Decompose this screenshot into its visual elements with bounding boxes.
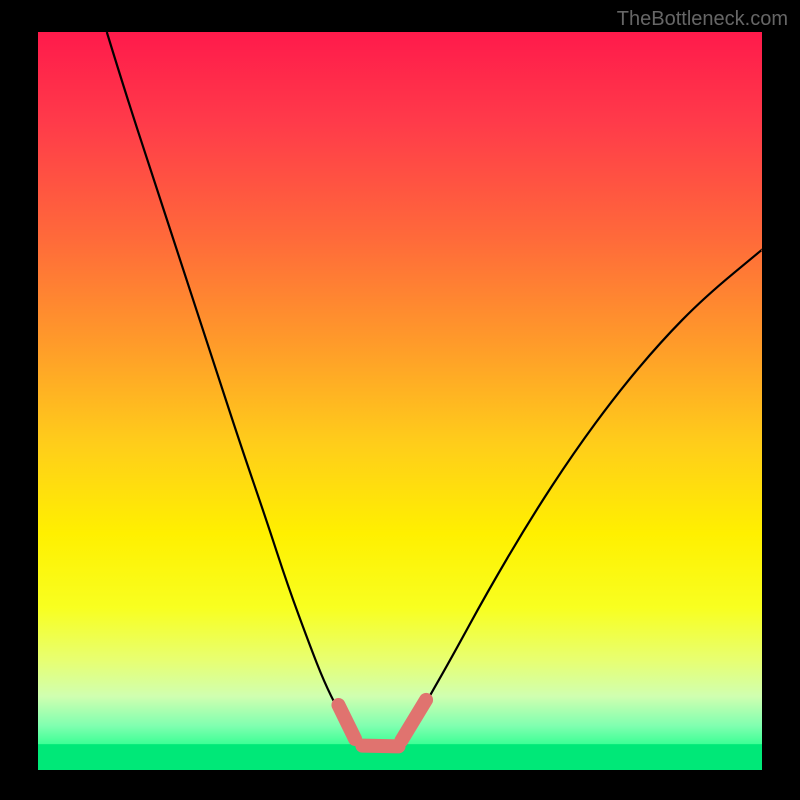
watermark: TheBottleneck.com (617, 8, 788, 31)
chart-svg (38, 32, 762, 770)
highlight-segment (362, 746, 398, 747)
plot-area (38, 32, 762, 770)
gradient-background (38, 32, 762, 770)
